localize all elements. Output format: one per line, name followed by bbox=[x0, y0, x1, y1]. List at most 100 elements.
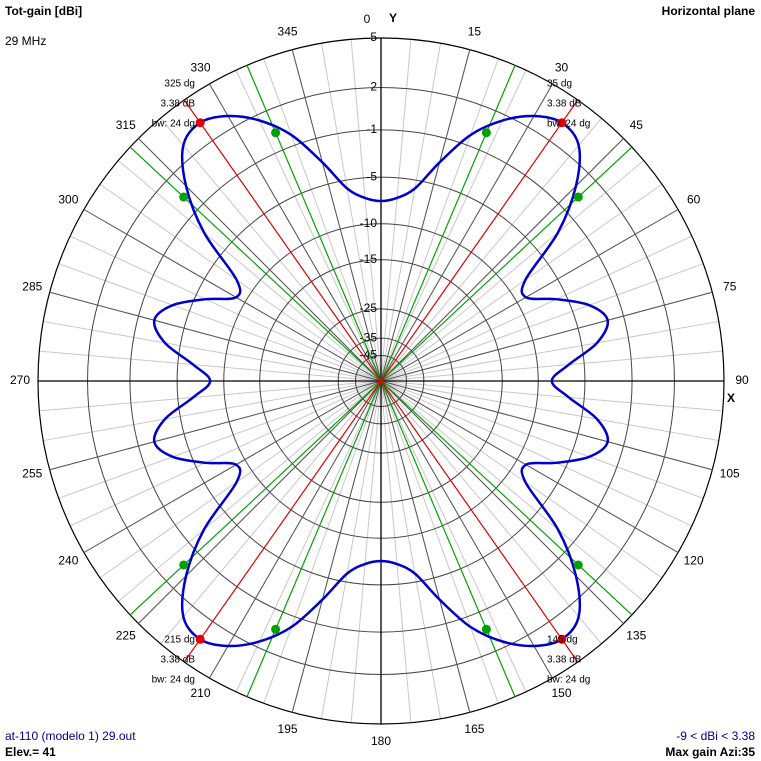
minor-spoke bbox=[380, 380, 723, 412]
minor-spoke bbox=[263, 58, 382, 382]
minor-spoke bbox=[380, 380, 663, 579]
spoke bbox=[83, 209, 382, 382]
angle-tick-label: 255 bbox=[22, 467, 42, 481]
chart-subtitle: Horizontal plane bbox=[662, 4, 756, 18]
angle-tick-label: 285 bbox=[22, 280, 42, 294]
spoke bbox=[380, 291, 713, 382]
minor-spoke bbox=[320, 43, 382, 382]
spoke bbox=[49, 380, 382, 471]
y-axis-label: Y bbox=[389, 11, 397, 25]
beamwidth-marker bbox=[573, 192, 583, 202]
minor-spoke bbox=[380, 380, 442, 719]
minor-spoke bbox=[39, 350, 382, 382]
minor-spoke bbox=[160, 117, 382, 382]
spoke bbox=[138, 138, 382, 382]
minor-spoke bbox=[380, 320, 719, 382]
minor-spoke bbox=[380, 380, 412, 723]
peak-label: bw: 24 dg bbox=[152, 675, 195, 686]
pattern-line bbox=[152, 114, 610, 648]
minor-spoke bbox=[380, 380, 499, 704]
minor-spoke bbox=[380, 117, 602, 382]
beamwidth-marker bbox=[481, 624, 491, 634]
minor-spoke bbox=[320, 380, 382, 719]
minor-spoke bbox=[58, 380, 382, 499]
angle-tick-label: 45 bbox=[630, 118, 644, 132]
angle-tick-label: 270 bbox=[10, 373, 30, 387]
angle-tick-label: 30 bbox=[555, 61, 569, 75]
spoke bbox=[380, 380, 471, 713]
spoke bbox=[380, 380, 679, 553]
minor-spoke bbox=[380, 235, 693, 382]
spoke bbox=[380, 83, 553, 382]
center bbox=[377, 377, 385, 385]
spoke bbox=[209, 83, 382, 382]
beamwidth-marker bbox=[573, 560, 583, 570]
angle-tick-label: 210 bbox=[190, 686, 210, 700]
peak-line bbox=[183, 99, 579, 663]
minor-spoke bbox=[117, 160, 382, 382]
minor-spoke bbox=[350, 39, 382, 382]
peak-label: bw: 24 dg bbox=[547, 119, 590, 130]
minor-spoke bbox=[380, 263, 704, 382]
spoke bbox=[380, 138, 624, 382]
minor-spoke bbox=[380, 350, 723, 382]
minor-spoke bbox=[69, 380, 382, 527]
range-label: -9 < dBi < 3.38 bbox=[676, 729, 755, 743]
spoke bbox=[291, 380, 382, 713]
r-tick-label: -15 bbox=[360, 252, 378, 266]
spoke bbox=[291, 49, 382, 382]
peak-label: bw: 24 dg bbox=[547, 675, 590, 686]
r-tick-label: -5 bbox=[366, 169, 377, 183]
peak-label: 3.38 dB bbox=[161, 99, 196, 110]
minor-spoke bbox=[380, 183, 663, 382]
spoke bbox=[380, 380, 713, 471]
angle-tick-label: 0 bbox=[364, 12, 371, 26]
minor-spoke bbox=[380, 58, 499, 382]
angle-tick-label: 300 bbox=[58, 193, 78, 207]
peak-marker bbox=[557, 118, 567, 128]
spoke bbox=[138, 380, 382, 624]
peak-label: 215 dg bbox=[164, 635, 195, 646]
elevation-label: Elev.= 41 bbox=[5, 745, 56, 759]
spoke bbox=[380, 380, 553, 679]
peak-label: 325 dg bbox=[164, 79, 195, 90]
spoke bbox=[209, 380, 382, 679]
peak-label: 35 dg bbox=[547, 79, 572, 90]
angle-tick-label: 345 bbox=[278, 24, 298, 38]
peak-label: 145 dg bbox=[547, 635, 578, 646]
peak-label: 3.38 dB bbox=[547, 99, 582, 110]
frequency-label: 29 MHz bbox=[5, 34, 46, 48]
peak-marker bbox=[195, 634, 205, 644]
minor-spoke bbox=[69, 235, 382, 382]
minor-spoke bbox=[99, 183, 382, 382]
minor-spoke bbox=[380, 160, 645, 382]
spoke bbox=[380, 209, 679, 382]
beamwidth-marker bbox=[179, 560, 189, 570]
r-tick-label: -1 bbox=[366, 122, 377, 136]
minor-spoke bbox=[43, 320, 382, 382]
file-label: at-110 (modelo 1) 29.out bbox=[5, 729, 136, 743]
minor-spoke bbox=[380, 380, 704, 499]
angle-tick-label: 120 bbox=[684, 554, 704, 568]
minor-spoke bbox=[263, 380, 382, 704]
minor-spoke bbox=[160, 380, 382, 645]
beamwidth-marker bbox=[179, 192, 189, 202]
minor-spoke bbox=[99, 380, 382, 579]
angle-tick-label: 150 bbox=[551, 686, 571, 700]
spoke bbox=[49, 291, 382, 382]
angle-tick-label: 90 bbox=[735, 373, 749, 387]
spoke bbox=[380, 49, 471, 382]
beamwidth-marker bbox=[481, 128, 491, 138]
angle-tick-label: 60 bbox=[687, 193, 701, 207]
minor-spoke bbox=[58, 263, 382, 382]
spoke bbox=[380, 380, 624, 624]
angle-tick-label: 240 bbox=[58, 554, 78, 568]
angle-tick-label: 75 bbox=[723, 280, 737, 294]
minor-spoke bbox=[43, 380, 382, 442]
angle-tick-label: 195 bbox=[278, 722, 298, 736]
x-axis-label: X bbox=[727, 391, 735, 405]
minor-spoke bbox=[39, 380, 382, 412]
minor-spoke bbox=[380, 380, 645, 602]
